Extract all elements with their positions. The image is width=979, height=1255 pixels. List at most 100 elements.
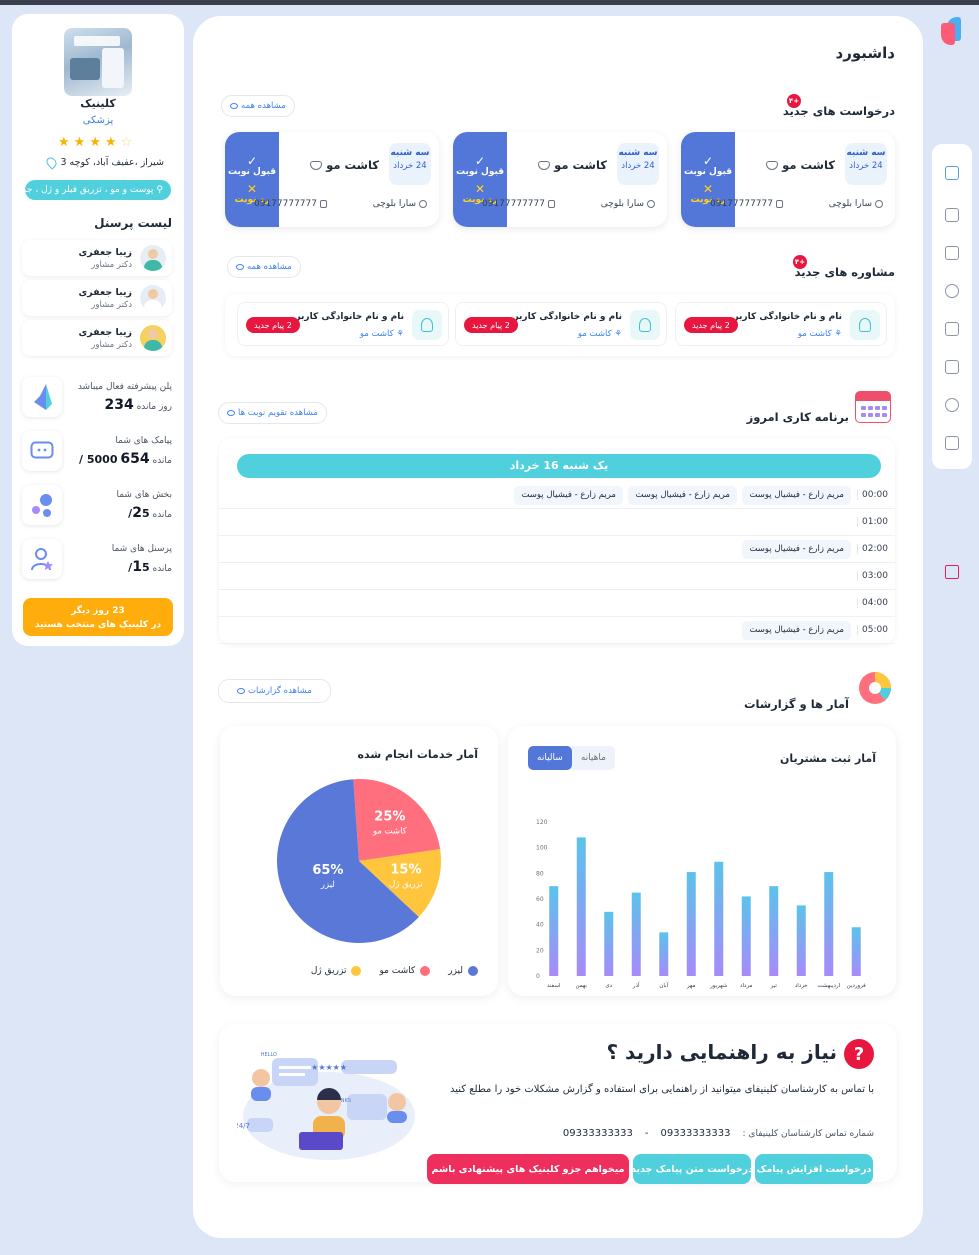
staff-name: زیبا جعفری: [78, 326, 132, 338]
consult-card[interactable]: نام و نام خانوادگی کاربر ⚘ کاشت مو 2 پیام …: [237, 302, 449, 346]
legend-dot: [351, 966, 362, 976]
accept-button[interactable]: ✓ قبول نوبت: [228, 155, 276, 177]
promo-line2: در کلینیک های منتخب هستید: [34, 620, 162, 630]
phone-icon: [320, 200, 327, 208]
request-date-text: 24 خرداد: [849, 161, 883, 171]
consult-card[interactable]: نام و نام خانوادگی کاربر ⚘ کاشت مو 2 پیام …: [675, 302, 887, 346]
x-tick-label: مرداد: [740, 983, 752, 989]
consults-title: مشاوره های جدید: [794, 265, 895, 279]
tag-icon: ⚲: [156, 185, 163, 195]
request-sms-increase-button[interactable]: درخواست افزایش پیامک: [755, 1154, 873, 1184]
calendar-icon: [855, 387, 891, 423]
slot-time: 03:00: [857, 571, 888, 581]
appointment-chip[interactable]: مریم زارع - فیشیال پوست: [742, 540, 851, 559]
reject-label: رد نوبت: [690, 194, 726, 205]
calendar-view-all-button[interactable]: مشاهده تقویم نوبت ها: [218, 402, 327, 424]
phone-number[interactable]: 09333333333: [562, 1128, 633, 1139]
period-toggle: سالیانه ماهیانه: [528, 746, 615, 770]
reports-view-all-button[interactable]: مشاهده گزارشات: [218, 679, 331, 703]
staff-item[interactable]: زیبا جعفری دکتر مشاور: [22, 280, 172, 316]
chat-heart-icon[interactable]: [945, 246, 959, 260]
featured-promo-banner[interactable]: 23 روز دیگر در کلینیک های منتخب هستید: [23, 598, 173, 636]
clinic-name: کلینیک: [80, 97, 116, 110]
folder-icon[interactable]: [945, 208, 959, 222]
sections-unit: مانده: [152, 509, 172, 520]
phone-number[interactable]: 09333333333: [660, 1128, 731, 1139]
clock-icon[interactable]: [945, 284, 959, 298]
sms-label: پیامک های شما: [115, 435, 172, 446]
personnel-stat: پرسنل های شما مانده 15/: [22, 536, 172, 582]
legend-dot: [420, 966, 431, 976]
staff-role: دکتر مشاور: [91, 299, 132, 310]
phone-number: 09177777777: [482, 199, 545, 209]
slice-name-label: لیزر: [320, 880, 335, 890]
request-new-sms-text-button[interactable]: درخواست متن پیامک جدید: [631, 1154, 753, 1184]
requests-title: درخواست های جدید: [782, 104, 895, 118]
view-all-label: مشاهده همه: [247, 262, 292, 272]
shopping-bag-icon[interactable]: [945, 436, 959, 450]
request-service: کاشت مو: [310, 158, 379, 172]
sms-stat: پیامک های شما مانده 654 5000 /: [22, 428, 172, 474]
reject-button[interactable]: ✕ رد نوبت: [235, 183, 270, 205]
slot-time: 05:00: [857, 625, 888, 635]
personnel-total: 5/: [128, 560, 150, 574]
appointment-chip[interactable]: مریم زارع - فیشیال پوست: [514, 486, 623, 505]
reject-button[interactable]: ✕ رد نوبت: [463, 183, 498, 205]
request-actions: ✓ قبول نوبت ✕ رد نوبت: [225, 132, 279, 227]
bar: [604, 911, 614, 976]
clinic-profile-panel: کلینیک پزشکی ★ ★ ★ ★ ☆ شیراز ،عفیف آباد، کوچ…: [12, 14, 184, 646]
staff-item[interactable]: زیبا جعفری دکتر مشاور: [22, 240, 172, 276]
consult-card[interactable]: نام و نام خانوادگی کاربر ⚘ کاشت مو 2 پیام …: [455, 302, 667, 346]
appointment-chip[interactable]: مریم زارع - فیشیال پوست: [628, 486, 737, 505]
accept-button[interactable]: ✓ قبول نوبت: [456, 155, 504, 177]
bar: [714, 861, 724, 976]
ticket-icon[interactable]: [945, 360, 959, 374]
view-all-label: مشاهده همه: [241, 101, 286, 111]
personnel-icon: [22, 539, 62, 579]
eye-icon: [237, 688, 245, 694]
appointment-chip[interactable]: مریم زارع - فیشیال پوست: [742, 486, 851, 505]
rating-stars: ★ ★ ★ ★ ☆: [58, 135, 138, 150]
legend-dot: [468, 966, 478, 976]
reject-button[interactable]: ✕ رد نوبت: [691, 183, 726, 205]
appointment-chip[interactable]: مریم زارع - فیشیال پوست: [742, 621, 851, 640]
bar: [549, 886, 559, 976]
user-icon: [859, 318, 871, 332]
accept-button[interactable]: ✓ قبول نوبت: [684, 155, 732, 177]
logout-icon[interactable]: [945, 565, 959, 579]
monthly-toggle[interactable]: ماهیانه: [571, 746, 615, 770]
x-tick-label: مهر: [686, 983, 696, 989]
check-icon: ✓: [702, 153, 714, 168]
requests-view-all-button[interactable]: مشاهده همه: [221, 95, 295, 117]
legend-item: کاشت مو: [379, 966, 431, 976]
app-logo[interactable]: [941, 17, 963, 45]
services-pill[interactable]: ⚲ پوست و مو ، تزریق فیلر و ژل ، جرا...: [25, 180, 171, 200]
accept-label: قبول نوبت: [455, 166, 505, 177]
pie-chart-icon: [857, 670, 893, 706]
window-top-bar: [0, 0, 979, 5]
dashboard-icon[interactable]: [945, 166, 959, 180]
schedule-title: برنامه کاری امروز: [746, 410, 849, 424]
accept-label: قبول نوبت: [227, 166, 277, 177]
calculator-icon[interactable]: [945, 322, 959, 336]
slot-time: 01:00: [857, 517, 888, 527]
new-message-badge: 2 پیام جدید: [684, 317, 738, 333]
request-date: سه شنبه 24 خرداد: [389, 143, 431, 185]
close-icon: ✕: [702, 181, 714, 196]
star-icon: ★: [73, 135, 86, 150]
x-tick-label: تیر: [770, 983, 778, 989]
bar: [824, 872, 834, 976]
featured-clinic-request-button[interactable]: میخواهم جزو کلینیک های پیشنهادی باشم: [427, 1154, 629, 1184]
staff-item[interactable]: زیبا جعفری دکتر مشاور: [22, 320, 172, 356]
chart-title: آمار ثبت مشتریان: [780, 752, 876, 765]
yearly-toggle[interactable]: سالیانه: [528, 746, 572, 770]
consults-view-all-button[interactable]: مشاهده همه: [227, 256, 301, 278]
help-phone-line: شماره تماس کارشناسان کلینیفای : 09333333…: [563, 1128, 874, 1139]
clinic-address: شیراز ،عفیف آباد، کوچه 3: [44, 155, 164, 170]
service-label: کاشت مو: [359, 329, 394, 339]
users-icon[interactable]: [945, 398, 959, 412]
personnel-unit: مانده: [152, 563, 172, 574]
address-text: شیراز ،عفیف آباد، کوچه 3: [60, 157, 164, 168]
x-tick-label: آذر: [632, 982, 640, 989]
slice-name-label: تزریق ژل: [389, 880, 423, 890]
